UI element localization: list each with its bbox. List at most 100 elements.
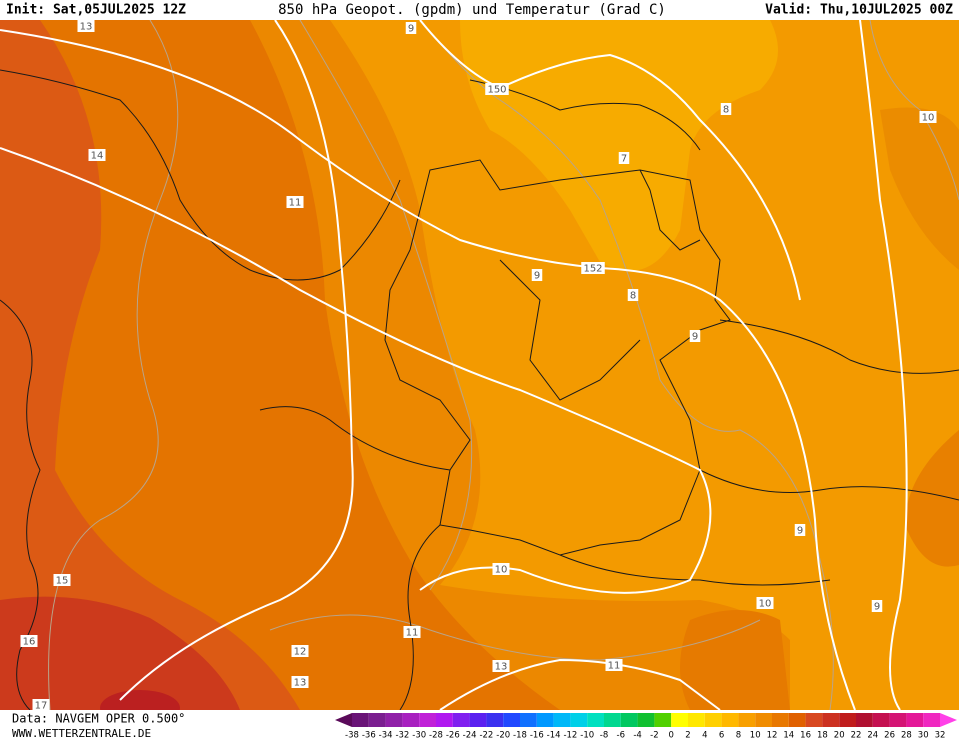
- contour-label: 12: [294, 647, 307, 658]
- legend-label: 32: [935, 731, 946, 741]
- legend-swatch: [923, 713, 940, 727]
- legend-label: -18: [513, 731, 527, 741]
- isobar: [419, 19, 801, 301]
- warm-band-7: [460, 20, 778, 271]
- isobar: [0, 147, 712, 594]
- legend-swatch: [772, 713, 789, 727]
- contour-label-box: [291, 676, 309, 688]
- contour-label-box: [627, 289, 639, 301]
- contour-label-box: [405, 22, 417, 34]
- legend-swatch: [738, 713, 756, 727]
- contour-label-box: [53, 574, 71, 586]
- contour-label-box: [689, 330, 701, 342]
- isotherm: [869, 19, 959, 201]
- contour-label: 15: [56, 576, 69, 587]
- legend-swatch: [637, 713, 655, 727]
- contour-label: 13: [294, 678, 307, 689]
- contour-label-box: [919, 111, 937, 123]
- legend-label: -10: [580, 731, 594, 741]
- legend-label: 20: [834, 731, 845, 741]
- legend-swatch: [520, 713, 537, 727]
- coastline: [469, 79, 701, 151]
- legend-swatch: [587, 713, 604, 727]
- contour-label-box: [581, 262, 605, 274]
- country-border: [719, 319, 959, 374]
- header-background: [0, 0, 959, 20]
- contour-label-box: [618, 152, 630, 164]
- legend-swatch: [889, 713, 907, 727]
- legend-label: 14: [783, 731, 794, 741]
- legend-label: 2: [685, 731, 690, 741]
- legend-label: -26: [446, 731, 460, 741]
- contour-label-box: [77, 20, 95, 32]
- temperature-band-bottom: [680, 610, 790, 710]
- contour-label: 11: [608, 661, 621, 672]
- contour-label: 7: [621, 154, 627, 165]
- legend-swatch: [755, 713, 772, 727]
- contour-label-box: [531, 269, 543, 281]
- legend-label: -34: [379, 731, 393, 741]
- legend-label: -16: [530, 731, 544, 741]
- isotherm: [299, 19, 473, 591]
- contour-label: 13: [80, 22, 93, 33]
- legend-label: 18: [817, 731, 828, 741]
- country-border: [699, 469, 959, 501]
- legend-label: 24: [867, 731, 878, 741]
- legend-swatch: [654, 713, 672, 727]
- contour-label: 16: [23, 637, 36, 648]
- legend-label: 26: [884, 731, 895, 741]
- legend-swatch: [570, 713, 588, 727]
- legend-label: -6: [617, 731, 625, 741]
- legend-swatch: [671, 713, 688, 727]
- temperature-band-right: [880, 107, 959, 270]
- website: WWW.WETTERZENTRALE.DE: [12, 727, 151, 740]
- temperature-band-12: [0, 20, 560, 710]
- contour-label-box: [492, 660, 510, 672]
- legend-label: -22: [479, 731, 493, 741]
- legend-swatch: [368, 713, 386, 727]
- legend-swatch: [536, 713, 554, 727]
- legend-label: 30: [918, 731, 929, 741]
- country-border: [559, 554, 831, 586]
- legend-swatch: [906, 713, 924, 727]
- legend-swatch: [352, 713, 369, 727]
- contour-label: 14: [91, 151, 104, 162]
- contour-label: 9: [797, 526, 803, 537]
- legend-swatch: [452, 713, 470, 727]
- contour-label-box: [871, 600, 883, 612]
- contour-label-box: [20, 635, 38, 647]
- legend-label: 22: [851, 731, 862, 741]
- legend-label: -38: [345, 731, 359, 741]
- legend-label: -20: [496, 731, 510, 741]
- legend-swatch: [721, 713, 739, 727]
- legend-label: 8: [736, 731, 741, 741]
- legend-swatch: [620, 713, 638, 727]
- legend-swatch: [704, 713, 722, 727]
- contour-label: 11: [406, 628, 419, 639]
- contour-label: 8: [630, 291, 636, 302]
- state-border: [499, 259, 641, 401]
- legend-swatch: [402, 713, 420, 727]
- legend-label: -2: [650, 731, 658, 741]
- coastline: [0, 299, 41, 711]
- contour-label-box: [756, 597, 774, 609]
- color-legend: -38 -36 -34 -32 -30 -28 -26 -24 -22 -20 -18 -16 -14-…: [335, 713, 957, 741]
- contour-label-box: [291, 645, 309, 657]
- contour-label-box: [32, 699, 50, 711]
- legend-label: -14: [547, 731, 561, 741]
- legend-swatch: [805, 713, 823, 727]
- contour-label-box: [492, 563, 510, 575]
- legend-swatch: [486, 713, 504, 727]
- contour-label: 9: [692, 332, 698, 343]
- legend-label: 16: [800, 731, 811, 741]
- country-border: [399, 524, 441, 711]
- legend-swatch: [553, 713, 571, 727]
- isotherm: [269, 614, 761, 661]
- contour-label: 152: [583, 264, 602, 275]
- isobar: [439, 658, 721, 711]
- temperature-band-16: [0, 596, 240, 710]
- coastline: [0, 69, 401, 281]
- temperature-band-right-lower: [905, 430, 959, 567]
- contour-label: 10: [759, 599, 772, 610]
- isobar: [859, 19, 908, 711]
